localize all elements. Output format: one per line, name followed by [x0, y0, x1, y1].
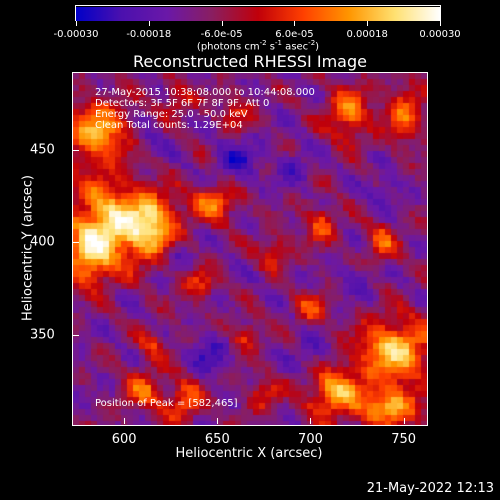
x-tick-label: 650: [204, 432, 230, 447]
x-tick-label: 600: [111, 432, 137, 447]
y-axis-label: Heliocentric Y (arcsec): [20, 175, 36, 321]
plot-datestamp: 21-May-2022 12:13: [366, 481, 494, 496]
annotation-time-range: 27-May-2015 10:38:08.000 to 10:44:08.000: [95, 87, 315, 98]
plot-area: 27-May-2015 10:38:08.000 to 10:44:08.000…: [72, 72, 428, 426]
x-tick-mark: [310, 418, 312, 424]
colorbar-gradient: [76, 7, 440, 21]
colorbar-tick-label: -0.00030: [53, 29, 99, 40]
y-tick-label: 450: [30, 142, 55, 158]
peak-position-label: Position of Peak = [582,465]: [95, 398, 238, 409]
colorbar-tick-mark: [221, 21, 223, 26]
x-tick-label: 700: [298, 432, 323, 447]
colorbar-tick-label: 0.00018: [346, 29, 388, 40]
x-tick-mark: [403, 418, 405, 424]
colorbar-tick-label: -0.00018: [126, 29, 172, 40]
chart-title: Reconstructed RHESSI Image: [133, 52, 367, 71]
y-tick-mark: [73, 335, 79, 337]
colorbar: [75, 5, 441, 21]
x-axis-label: Heliocentric X (arcsec): [175, 446, 323, 461]
annotation-energy-range: Energy Range: 25.0 - 50.0 keV: [95, 109, 248, 120]
annotation-clean-counts: Clean Total counts: 1.29E+04: [95, 120, 243, 131]
colorbar-unit-label: (photons cm-2 s-1 asec-2): [196, 39, 320, 53]
colorbar-tick-mark: [367, 21, 369, 26]
y-tick-mark: [73, 149, 79, 151]
colorbar-tick-label: 6.0e-05: [275, 29, 314, 40]
colorbar-tick-label: -6.0e-05: [200, 29, 243, 40]
x-tick-label: 750: [391, 432, 417, 447]
y-tick-mark: [73, 242, 79, 244]
x-tick-mark: [217, 418, 219, 424]
colorbar-tick-mark: [440, 21, 441, 26]
x-tick-mark: [124, 418, 126, 424]
colorbar-tick-mark: [76, 21, 77, 26]
annotation-detectors: Detectors: 3F 5F 6F 7F 8F 9F, Att 0: [95, 98, 270, 109]
colorbar-tick-mark: [148, 21, 150, 26]
heatmap-image: [73, 73, 427, 425]
y-tick-label: 350: [30, 327, 55, 343]
y-tick-label: 400: [30, 234, 55, 250]
colorbar-tick-mark: [294, 21, 296, 26]
colorbar-tick-label: 0.00030: [419, 29, 461, 40]
